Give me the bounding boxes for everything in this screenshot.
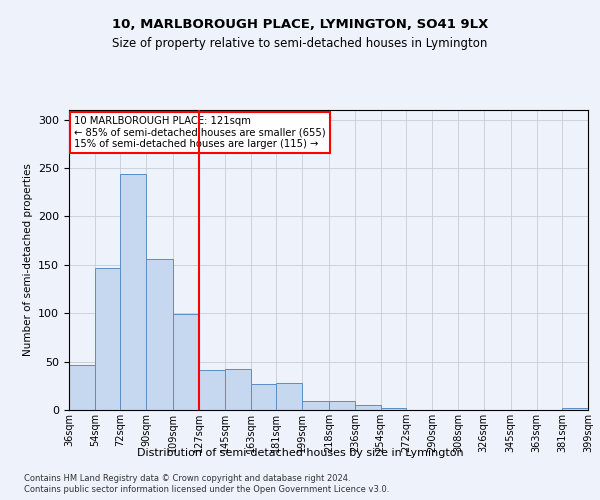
Bar	[277, 383, 302, 410]
Y-axis label: Number of semi-detached properties: Number of semi-detached properties	[23, 164, 32, 356]
Bar	[329, 402, 355, 410]
Bar	[380, 408, 406, 410]
Text: 10, MARLBOROUGH PLACE, LYMINGTON, SO41 9LX: 10, MARLBOROUGH PLACE, LYMINGTON, SO41 9…	[112, 18, 488, 30]
Bar	[199, 370, 225, 410]
Bar	[251, 384, 277, 410]
Bar	[121, 174, 146, 410]
Bar	[355, 405, 380, 410]
Text: 10 MARLBOROUGH PLACE: 121sqm
← 85% of semi-detached houses are smaller (655)
15%: 10 MARLBOROUGH PLACE: 121sqm ← 85% of se…	[74, 116, 326, 149]
Bar	[95, 268, 121, 410]
Bar	[69, 364, 95, 410]
Bar	[562, 408, 588, 410]
Bar	[225, 370, 251, 410]
Text: Contains public sector information licensed under the Open Government Licence v3: Contains public sector information licen…	[24, 486, 389, 494]
Bar	[146, 259, 173, 410]
Bar	[173, 314, 199, 410]
Bar	[302, 402, 329, 410]
Text: Distribution of semi-detached houses by size in Lymington: Distribution of semi-detached houses by …	[137, 448, 463, 458]
Text: Size of property relative to semi-detached houses in Lymington: Size of property relative to semi-detach…	[112, 38, 488, 51]
Text: Contains HM Land Registry data © Crown copyright and database right 2024.: Contains HM Land Registry data © Crown c…	[24, 474, 350, 483]
